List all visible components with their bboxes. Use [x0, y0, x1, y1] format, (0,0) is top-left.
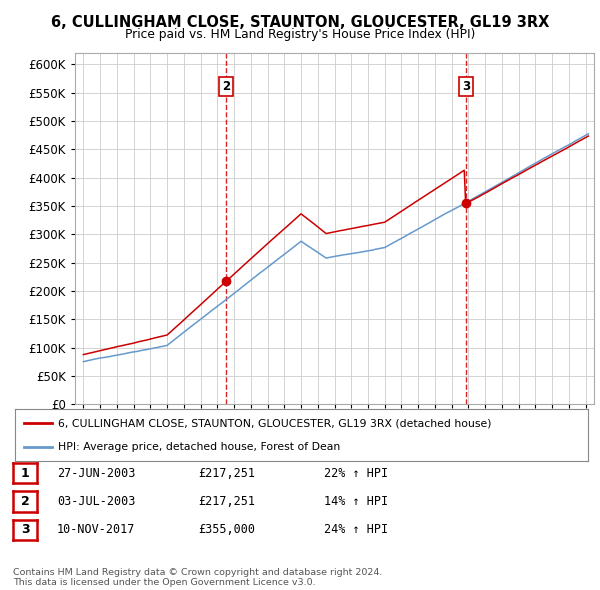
Text: 22% ↑ HPI: 22% ↑ HPI	[324, 467, 388, 480]
Text: £217,251: £217,251	[198, 467, 255, 480]
Text: 2: 2	[21, 495, 29, 508]
Text: £217,251: £217,251	[198, 495, 255, 508]
Text: 10-NOV-2017: 10-NOV-2017	[57, 523, 136, 536]
Text: HPI: Average price, detached house, Forest of Dean: HPI: Average price, detached house, Fore…	[58, 442, 340, 453]
Text: Contains HM Land Registry data © Crown copyright and database right 2024.
This d: Contains HM Land Registry data © Crown c…	[13, 568, 383, 587]
Text: 3: 3	[21, 523, 29, 536]
Text: 1: 1	[21, 467, 29, 480]
Text: 03-JUL-2003: 03-JUL-2003	[57, 495, 136, 508]
Text: 27-JUN-2003: 27-JUN-2003	[57, 467, 136, 480]
Text: 2: 2	[222, 80, 230, 93]
Text: 6, CULLINGHAM CLOSE, STAUNTON, GLOUCESTER, GL19 3RX: 6, CULLINGHAM CLOSE, STAUNTON, GLOUCESTE…	[51, 15, 549, 30]
Text: Price paid vs. HM Land Registry's House Price Index (HPI): Price paid vs. HM Land Registry's House …	[125, 28, 475, 41]
Text: 24% ↑ HPI: 24% ↑ HPI	[324, 523, 388, 536]
Text: 6, CULLINGHAM CLOSE, STAUNTON, GLOUCESTER, GL19 3RX (detached house): 6, CULLINGHAM CLOSE, STAUNTON, GLOUCESTE…	[58, 418, 491, 428]
Text: £355,000: £355,000	[198, 523, 255, 536]
Text: 14% ↑ HPI: 14% ↑ HPI	[324, 495, 388, 508]
Text: 3: 3	[462, 80, 470, 93]
